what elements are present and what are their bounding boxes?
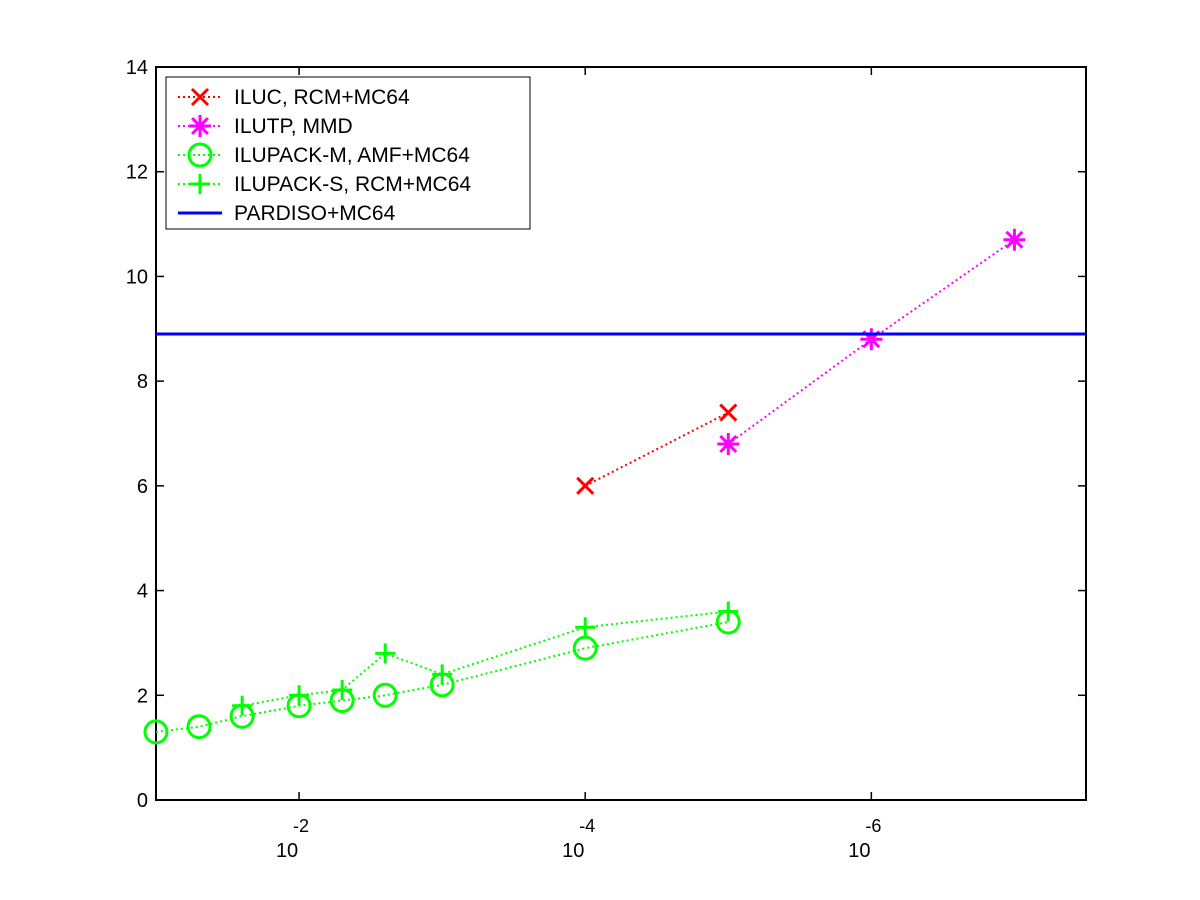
y-tick-label: 6: [137, 476, 148, 498]
asterisk-marker: [1003, 228, 1026, 251]
plus-marker: [190, 174, 210, 194]
legend-label: PARDISO+MC64: [234, 202, 396, 225]
plus-marker: [375, 643, 396, 664]
asterisk-marker: [717, 432, 740, 455]
legend-label: ILUPACK-S, RCM+MC64: [234, 173, 471, 196]
x-tick-label-base: 10: [562, 840, 584, 862]
y-tick-label: 4: [137, 581, 148, 603]
x-marker: [719, 403, 738, 422]
y-tick-label: 2: [137, 685, 148, 707]
y-tick-label: 0: [137, 790, 148, 812]
x-tick-label-exponent: -6: [865, 816, 881, 836]
legend-box: [165, 76, 531, 230]
x-marker: [190, 87, 210, 107]
legend-entry: ILUTP, MMD: [178, 115, 353, 138]
legend-label: ILUC, RCM+MC64: [234, 86, 410, 109]
x-tick-label-base: 10: [848, 840, 870, 862]
y-tick-label: 8: [137, 371, 148, 393]
circle-marker: [372, 682, 398, 708]
series-4: [232, 601, 739, 716]
plus-marker: [718, 601, 739, 622]
series-1: [576, 403, 738, 495]
axis-ticks: 0 2 4 6 8 10 12 14 10 -2 10 -4 10 -6: [126, 57, 1086, 862]
x-tick-label-base: 10: [276, 840, 298, 862]
legend-label: ILUPACK-M, AMF+MC64: [234, 144, 470, 167]
series-2: [717, 228, 1026, 455]
legend: ILUC, RCM+MC64 ILUTP, MMD ILUPACK-M, AMF+M…: [165, 76, 531, 230]
asterisk-marker: [860, 328, 883, 351]
circle-marker: [186, 714, 212, 740]
legend-entry: ILUC, RCM+MC64: [178, 86, 410, 109]
y-tick-label: 10: [126, 266, 148, 288]
series-line: [584, 411, 729, 487]
plus-marker: [575, 617, 596, 638]
asterisk-marker: [189, 115, 211, 137]
x-tick-label-exponent: -2: [293, 816, 309, 836]
legend-label: ILUTP, MMD: [234, 115, 353, 138]
legend-entry: ILUPACK-S, RCM+MC64: [178, 173, 471, 196]
y-tick-label: 12: [126, 162, 148, 184]
plus-marker: [432, 664, 453, 685]
x-marker: [576, 476, 595, 495]
legend-entry: PARDISO+MC64: [178, 202, 396, 225]
x-tick-label-exponent: -4: [579, 816, 595, 836]
circle-marker: [143, 719, 169, 745]
y-tick-label: 14: [126, 57, 148, 79]
legend-entry: ILUPACK-M, AMF+MC64: [178, 142, 470, 168]
plus-marker: [289, 685, 310, 706]
circle-marker: [187, 142, 213, 168]
plus-marker: [332, 680, 353, 701]
plus-marker: [232, 695, 253, 716]
series-layer: [143, 228, 1086, 745]
